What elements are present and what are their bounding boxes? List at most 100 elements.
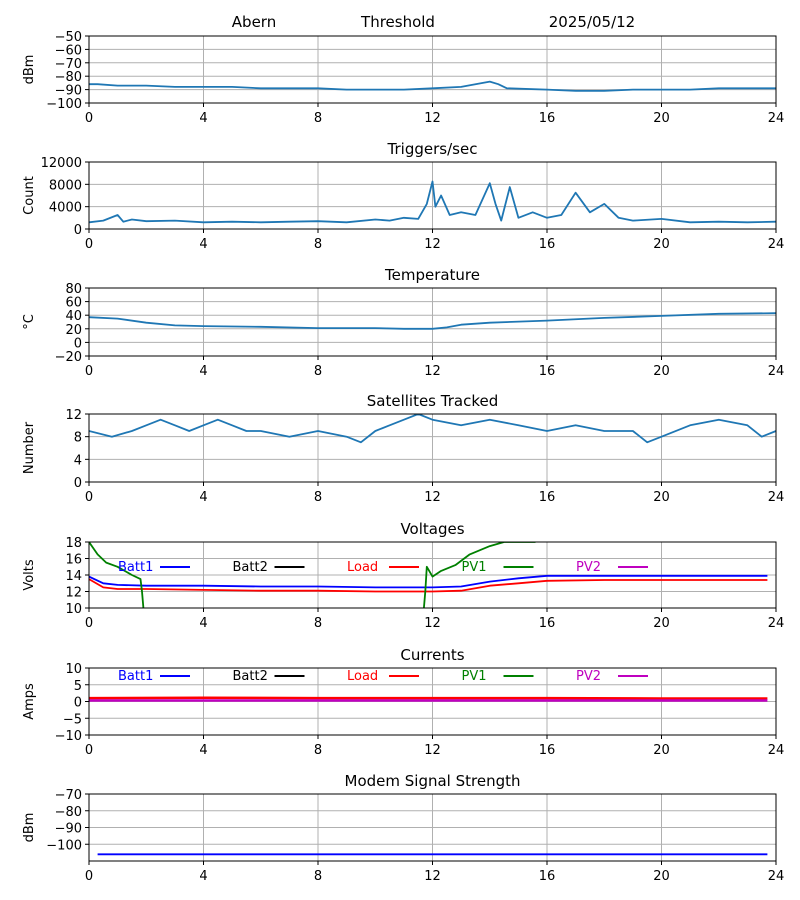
threshold-x-tick-label: 24 (768, 111, 785, 126)
temperature-y-tick-label: 40 (65, 309, 82, 324)
currents-x-tick-label: 4 (199, 743, 207, 758)
threshold-y-tick-label: −100 (46, 97, 82, 112)
temperature-title: Temperature (384, 266, 480, 284)
threshold-y-tick-label: −90 (55, 84, 82, 99)
satellites-x-tick-label: 24 (768, 490, 785, 505)
threshold-x-tick-label: 0 (85, 111, 93, 126)
currents-x-tick-label: 8 (314, 743, 322, 758)
currents-y-tick-label: −5 (63, 712, 82, 727)
threshold-x-tick-label: 20 (653, 111, 670, 126)
temperature-x-tick-label: 20 (653, 364, 670, 379)
triggers-x-tick-label: 20 (653, 237, 670, 252)
modem-x-tick-label: 20 (653, 869, 670, 884)
triggers-title: Triggers/sec (387, 140, 478, 158)
temperature-frame (88, 287, 777, 357)
modem-x-tick-label: 8 (314, 869, 322, 884)
voltages-y-axis-label: Volts (22, 559, 37, 591)
voltages-x-tick-label: 24 (768, 616, 785, 631)
triggers-y-axis-label: Count (22, 176, 37, 215)
modem-y-tick-label: −90 (55, 822, 82, 837)
currents-legend-label: Load (347, 669, 378, 684)
voltages-x-tick-label: 4 (199, 616, 207, 631)
threshold-series-line (89, 80, 776, 92)
modem-y-tick-label: −70 (55, 788, 82, 803)
threshold-y-tick-label: −60 (55, 43, 82, 58)
station-name: Abern (232, 13, 276, 31)
voltages-legend-label: PV1 (462, 560, 487, 575)
satellites-x-tick-label: 4 (199, 490, 207, 505)
currents-y-tick-label: −10 (55, 729, 82, 744)
currents-x-tick-label: 12 (424, 743, 441, 758)
currents-legend-label: Batt2 (233, 669, 268, 684)
satellites-y-tick-label: 0 (74, 476, 82, 491)
currents-title: Currents (400, 646, 464, 664)
modem-y-axis-label: dBm (22, 813, 37, 843)
voltages-x-tick-label: 0 (85, 616, 93, 631)
temperature-x-tick-label: 0 (85, 364, 93, 379)
satellites-x-tick-label: 0 (85, 490, 93, 505)
threshold-label: Threshold (360, 13, 435, 31)
triggers-x-tick-label: 16 (539, 237, 556, 252)
voltages-x-tick-label: 20 (653, 616, 670, 631)
modem-x-tick-label: 12 (424, 869, 441, 884)
voltages-legend-label: Batt2 (233, 560, 268, 575)
satellites-x-tick-label: 20 (653, 490, 670, 505)
temperature-series-line (89, 312, 776, 330)
currents-y-tick-label: 0 (74, 696, 82, 711)
triggers-y-tick-label: 8000 (49, 178, 82, 193)
currents-legend-label: PV1 (462, 669, 487, 684)
threshold-chart: 0 4 8 12 16 20 24 −50−60−70−80−90−100 dBm (22, 30, 784, 126)
triggers-x-tick-label: 4 (199, 237, 207, 252)
triggers-x-tick-label: 0 (85, 237, 93, 252)
satellites-title: Satellites Tracked (367, 392, 498, 410)
satellites-x-tick-label: 16 (539, 490, 556, 505)
modem-x-tick-label: 0 (85, 869, 93, 884)
modem-y-tick-label: −80 (55, 805, 82, 820)
threshold-x-tick-label: 4 (199, 111, 207, 126)
currents-y-tick-label: 10 (65, 662, 82, 677)
voltages-legend-label: Batt1 (118, 560, 153, 575)
voltages-title: Voltages (400, 520, 464, 538)
temperature-x-tick-label: 12 (424, 364, 441, 379)
report-date: 2025/05/12 (549, 13, 635, 31)
satellites-y-axis-label: Number (22, 421, 37, 474)
currents-legend-label: PV2 (576, 669, 601, 684)
threshold-y-tick-label: −80 (55, 70, 82, 85)
modem-x-tick-label: 4 (199, 869, 207, 884)
threshold-frame (88, 35, 777, 104)
voltages-x-tick-label: 8 (314, 616, 322, 631)
currents-x-tick-label: 24 (768, 743, 785, 758)
voltages-y-tick-label: 18 (65, 536, 82, 551)
currents-x-tick-label: 0 (85, 743, 93, 758)
modem-y-tick-label: −100 (46, 838, 82, 853)
triggers-x-tick-label: 12 (424, 237, 441, 252)
temperature-x-tick-label: 16 (539, 364, 556, 379)
triggers-series-line (89, 180, 776, 224)
temperature-y-tick-label: −20 (55, 350, 82, 365)
voltages-series-line (89, 578, 768, 593)
triggers-chart: 0 4 8 12 16 20 24 12000 8000 4000 0 Triggers/sec Cou… (22, 140, 784, 252)
currents-legend-label: Batt1 (118, 669, 153, 684)
voltages-y-tick-label: 16 (65, 553, 82, 568)
threshold-x-tick-label: 12 (424, 111, 441, 126)
voltages-y-tick-label: 10 (65, 602, 82, 617)
triggers-y-tick-label: 4000 (49, 201, 82, 216)
currents-x-tick-label: 20 (653, 743, 670, 758)
triggers-x-tick-label: 24 (768, 237, 785, 252)
voltages-x-tick-label: 16 (539, 616, 556, 631)
threshold-x-tick-label: 8 (314, 111, 322, 126)
temperature-x-tick-label: 24 (768, 364, 785, 379)
voltages-frame (88, 541, 777, 609)
currents-x-tick-label: 16 (539, 743, 556, 758)
modem-title: Modem Signal Strength (345, 772, 521, 790)
threshold-y-tick-label: −70 (55, 57, 82, 72)
triggers-x-tick-label: 8 (314, 237, 322, 252)
modem-x-tick-label: 16 (539, 869, 556, 884)
currents-y-tick-label: 5 (74, 679, 82, 694)
satellites-series-line (89, 414, 776, 444)
voltages-y-tick-label: 12 (65, 586, 82, 601)
temperature-y-tick-label: 60 (65, 296, 82, 311)
modem-x-tick-label: 24 (768, 869, 785, 884)
satellites-y-tick-label: 12 (65, 408, 82, 423)
